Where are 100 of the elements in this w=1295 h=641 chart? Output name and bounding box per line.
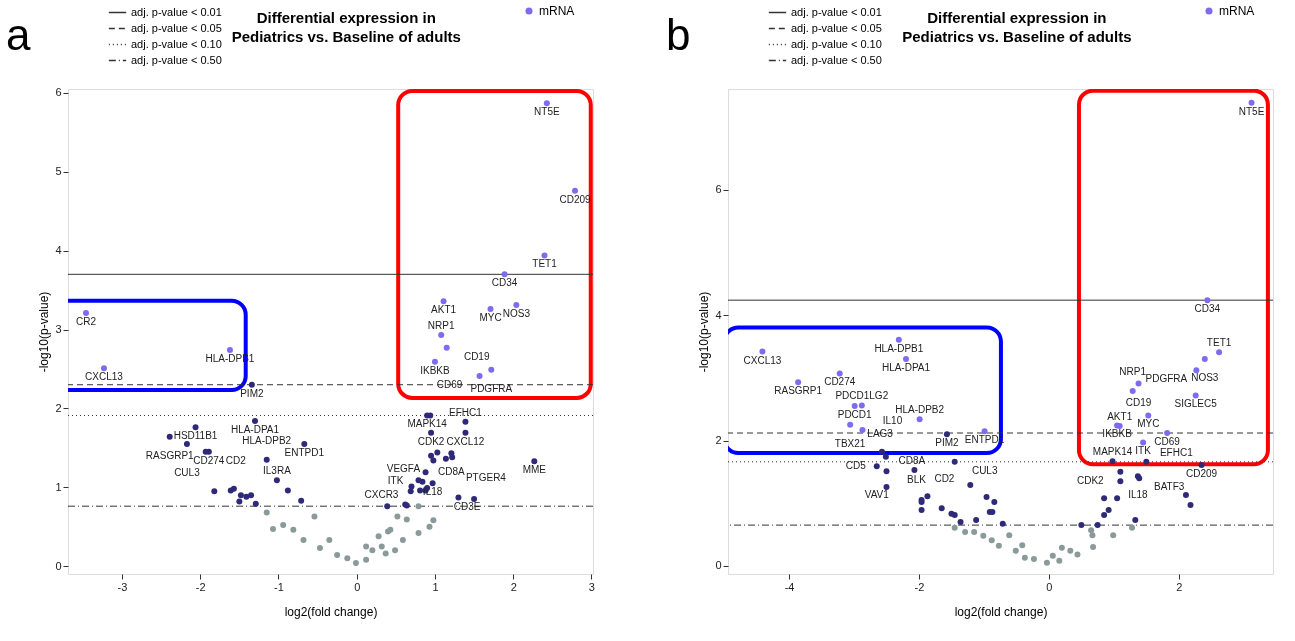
x-tick-label: 1 — [432, 580, 439, 593]
x-tick-label: 0 — [354, 580, 361, 593]
x-axis-title: log2(fold change) — [954, 604, 1048, 619]
annotation: NRP1 — [427, 320, 455, 332]
annotation: HLA-DPB2 — [895, 404, 945, 416]
annotation: ITK — [1135, 445, 1152, 457]
legend-label: adj. p-value < 0.50 — [791, 53, 882, 66]
annotation: CXCL13 — [743, 354, 782, 366]
annotation: NRP1 — [1119, 366, 1147, 378]
annotation: ENTPD1 — [284, 446, 325, 458]
legend-label: adj. p-value < 0.01 — [791, 5, 882, 18]
annotation: CD274 — [193, 454, 225, 466]
annotation: CD19 — [463, 350, 490, 362]
annotation: HLA-DPB1 — [874, 342, 924, 354]
annotation: HLA-DPA1 — [881, 362, 931, 374]
annotation: PDGFRA — [1145, 373, 1188, 385]
y-axis-title: -log10(p-value) — [697, 291, 712, 373]
annotation: CXCL13 — [85, 371, 124, 383]
annotation: CXCL12 — [446, 435, 485, 447]
legend-label: adj. p-value < 0.01 — [131, 5, 222, 18]
annotation: IL3RA — [263, 465, 292, 477]
annotation: PTGER4 — [465, 471, 507, 483]
annotation: CDK2 — [1077, 474, 1105, 486]
annotation: SIGLEC5 — [1174, 398, 1218, 410]
annotation: TET1 — [1206, 337, 1232, 349]
annotation: ITK — [387, 475, 404, 487]
annotation: TET1 — [532, 258, 558, 270]
chart-title: Differential expression in Pediatrics vs. Baseline of adults — [902, 9, 1132, 45]
x-tick-label: 3 — [588, 580, 595, 593]
legend-label: mRNA — [1219, 4, 1255, 18]
annotation: CD3E — [453, 501, 481, 513]
annotation: CD274 — [824, 376, 856, 388]
x-axis-title: log2(fold change) — [284, 604, 378, 619]
annotation: MAPK14 — [1092, 446, 1133, 458]
y-axis-title: -log10(p-value) — [37, 291, 52, 373]
annotation: TBX21 — [834, 437, 866, 449]
annotation: MME — [522, 464, 547, 476]
legend-label: adj. p-value < 0.05 — [791, 21, 882, 34]
annotation: IL18 — [1128, 489, 1149, 501]
annotation: BLK — [907, 474, 927, 486]
annotation: CD8A — [438, 466, 466, 478]
y-tick-label: 0 — [55, 559, 62, 572]
annotation: RASGRP1 — [774, 385, 823, 397]
annotation: HSD11B1 — [173, 430, 218, 442]
y-tick-label: 2 — [55, 401, 62, 414]
annotation: CUL3 — [174, 466, 201, 478]
annotation: CDK2 — [417, 435, 445, 447]
annotation: VAV1 — [864, 489, 890, 501]
annotation: EFHC1 — [449, 406, 483, 418]
annotation: MAPK14 — [407, 418, 448, 430]
y-tick-label: 4 — [715, 308, 722, 321]
legend-label: adj. p-value < 0.50 — [131, 53, 222, 66]
annotation: NOS3 — [502, 308, 531, 320]
legend-label: adj. p-value < 0.10 — [131, 37, 222, 50]
x-tick-label: 2 — [510, 580, 517, 593]
x-tick-label: 2 — [1176, 580, 1183, 593]
annotation: PDGFRA — [470, 382, 513, 394]
annotation: CD5 — [845, 459, 867, 471]
text: a — [6, 10, 31, 59]
annotation: VEGFA — [386, 463, 421, 475]
x-tick-label: -3 — [117, 580, 128, 593]
y-tick-label: 2 — [715, 434, 722, 447]
annotation: CR2 — [75, 315, 97, 327]
annotation: LAG3 — [867, 427, 894, 439]
annotation: HLA-DPB2 — [242, 434, 292, 446]
x-tick-label: -2 — [914, 580, 925, 593]
legend-label: adj. p-value < 0.05 — [131, 21, 222, 34]
chart-title: Differential expression in Pediatrics vs. Baseline of adults — [231, 9, 461, 45]
y-tick-label: 0 — [715, 559, 722, 572]
y-tick-label: 6 — [715, 183, 722, 196]
x-tick-label: -4 — [784, 580, 795, 593]
annotation: CD34 — [1194, 303, 1221, 315]
y-tick-label: 3 — [55, 323, 62, 336]
annotation: MYC — [479, 312, 502, 324]
annotation: CUL3 — [971, 464, 998, 476]
annotation: MYC — [1137, 418, 1160, 430]
annotation: CD34 — [491, 277, 518, 289]
x-tick-label: -2 — [195, 580, 206, 593]
annotation: HLA-DPA1 — [230, 424, 280, 436]
annotation: CD69 — [1154, 436, 1181, 448]
text: b — [666, 10, 691, 59]
annotation: NT5E — [534, 106, 560, 118]
annotation: IL10 — [882, 414, 903, 426]
annotation: EFHC1 — [1159, 446, 1194, 458]
y-tick-label: 6 — [55, 86, 62, 99]
annotation: IKBKB — [420, 364, 451, 376]
x-tick-label: 0 — [1046, 580, 1053, 593]
annotation: PDCD1 — [837, 409, 873, 421]
annotation: CD2 — [934, 472, 955, 484]
annotation: AKT1 — [431, 304, 457, 316]
annotation: PDCD1LG2 — [835, 390, 889, 402]
annotation: CD209 — [1185, 467, 1218, 479]
y-tick-label: 4 — [55, 244, 62, 257]
annotation: PIM2 — [935, 437, 960, 449]
annotation: CXCR3 — [364, 489, 399, 501]
annotation: CD19 — [1125, 396, 1152, 408]
legend-label: mRNA — [539, 4, 575, 18]
legend-label: adj. p-value < 0.10 — [791, 37, 882, 50]
annotation: NT5E — [1238, 105, 1265, 117]
annotation: BATF3 — [1153, 481, 1185, 493]
